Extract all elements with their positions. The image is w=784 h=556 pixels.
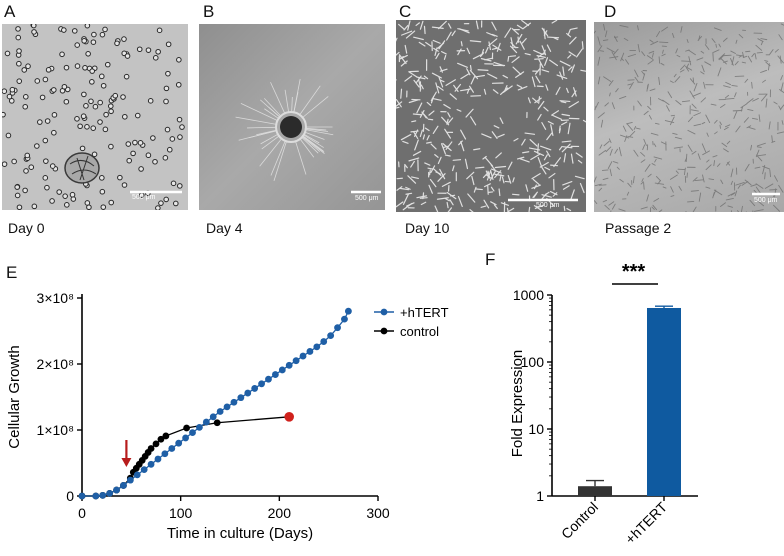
caption-day0: Day 0 (8, 220, 45, 236)
micrograph-day0-drawing (2, 24, 185, 210)
f-y-axis-label: Fold Expression (509, 350, 526, 458)
e-point-1 (183, 424, 190, 432)
micrograph-day10-drawing (396, 20, 586, 212)
e-y-tick-label: 2×10⁸ (37, 356, 75, 372)
scalebar-label-c: 500 μm (536, 202, 560, 209)
e-point-0 (120, 482, 127, 489)
micrograph-day4: 500 μm (199, 24, 385, 210)
e-point-0 (244, 389, 252, 397)
scalebar-label-b: 500 μm (355, 195, 379, 202)
e-point-1 (213, 419, 221, 427)
f-y-tick-label: 100 (521, 354, 545, 370)
caption-day10: Day 10 (405, 220, 450, 236)
e-point-1 (284, 412, 295, 422)
micrograph-day4-drawing (235, 79, 381, 194)
f-bar-0 (578, 486, 612, 496)
panel-letter-f: F (485, 250, 496, 269)
e-point-0 (292, 357, 300, 365)
e-point-0 (320, 338, 328, 345)
e-point-0 (209, 413, 217, 421)
panel-letter-e: E (6, 263, 18, 282)
f-bar-1 (647, 307, 681, 496)
f-x-tick-label: Control (558, 499, 601, 542)
e-point-0 (99, 491, 107, 499)
micrograph-passage2: 500 μm (594, 22, 784, 212)
panel-letter-c: C (399, 2, 412, 21)
e-point-0 (182, 434, 190, 442)
e-point-1 (152, 440, 160, 448)
micrograph-day10: 500 μm (396, 20, 586, 212)
e-point-0 (189, 429, 196, 437)
e-point-0 (237, 394, 245, 402)
e-point-0 (230, 398, 238, 406)
e-point-0 (168, 445, 176, 452)
e-point-0 (334, 324, 341, 332)
f-x-tick-label: +hTERT (622, 498, 671, 547)
micrograph-passage2-drawing (594, 23, 784, 212)
e-y-tick-label: 3×10⁸ (37, 290, 75, 306)
e-point-0 (78, 492, 86, 500)
e-legend-label: control (400, 324, 439, 339)
e-point-0 (265, 375, 272, 383)
e-point-0 (299, 352, 307, 360)
growth-chart: 0 100 200 300 0 1×10⁸ 2×10⁸ 3×10⁸ Time in cultur… (6, 290, 449, 542)
e-point-0 (313, 343, 321, 351)
caption-passage2: Passage 2 (605, 220, 672, 236)
e-x-tick-label: 200 (268, 505, 292, 521)
f-y-tick-label: 1 (536, 488, 544, 504)
e-arrow-head (121, 458, 132, 467)
e-point-0 (161, 450, 169, 458)
expression-chart: 1 10 100 1000 Fold Expression Control +hTERT *… (509, 261, 698, 547)
e-series-line-0 (82, 310, 349, 497)
f-y-tick-label: 10 (528, 421, 544, 437)
e-point-0 (251, 385, 259, 392)
e-x-axis-label: Time in culture (Days) (167, 525, 313, 542)
e-legend-marker (380, 327, 388, 335)
e-y-tick-label: 1×10⁸ (37, 422, 75, 438)
e-y-axis-label: Cellular Growth (6, 345, 23, 448)
panel-letter-d: D (604, 2, 617, 21)
caption-day4: Day 4 (206, 220, 243, 236)
scalebar-label-a: 500 μm (132, 194, 156, 201)
e-point-0 (216, 408, 224, 415)
e-point-0 (271, 371, 279, 378)
e-point-0 (140, 466, 148, 473)
e-x-tick-label: 100 (169, 505, 193, 521)
e-y-tick-label: 0 (66, 488, 74, 504)
e-point-0 (196, 423, 203, 431)
e-point-0 (92, 492, 100, 500)
scalebar-label-d: 500 μm (754, 197, 778, 204)
e-point-0 (133, 471, 141, 479)
e-legend-marker (380, 308, 388, 316)
e-point-0 (202, 418, 210, 426)
e-point-0 (345, 307, 352, 315)
panel-letter-b: B (203, 2, 215, 21)
micrograph-day0: 500 μm (2, 24, 188, 210)
e-point-0 (175, 439, 183, 447)
e-point-0 (154, 455, 162, 463)
e-point-0 (258, 380, 265, 388)
e-point-0 (327, 332, 335, 340)
e-point-1 (147, 445, 155, 452)
e-point-0 (147, 460, 155, 468)
e-point-0 (278, 366, 286, 374)
e-point-0 (223, 403, 231, 411)
e-x-tick-label: 0 (78, 505, 86, 521)
e-point-0 (106, 489, 114, 497)
e-point-0 (113, 486, 120, 494)
f-significance-stars: *** (622, 261, 646, 283)
e-point-0 (126, 476, 134, 484)
e-x-tick-label: 300 (366, 505, 390, 521)
e-point-0 (285, 361, 293, 369)
e-point-0 (341, 315, 348, 323)
f-y-tick-label: 1000 (513, 287, 544, 303)
e-legend-label: +hTERT (400, 305, 449, 320)
panel-letter-a: A (4, 2, 16, 21)
e-point-0 (306, 348, 314, 355)
e-point-1 (162, 432, 170, 440)
e-point-1 (157, 435, 165, 443)
